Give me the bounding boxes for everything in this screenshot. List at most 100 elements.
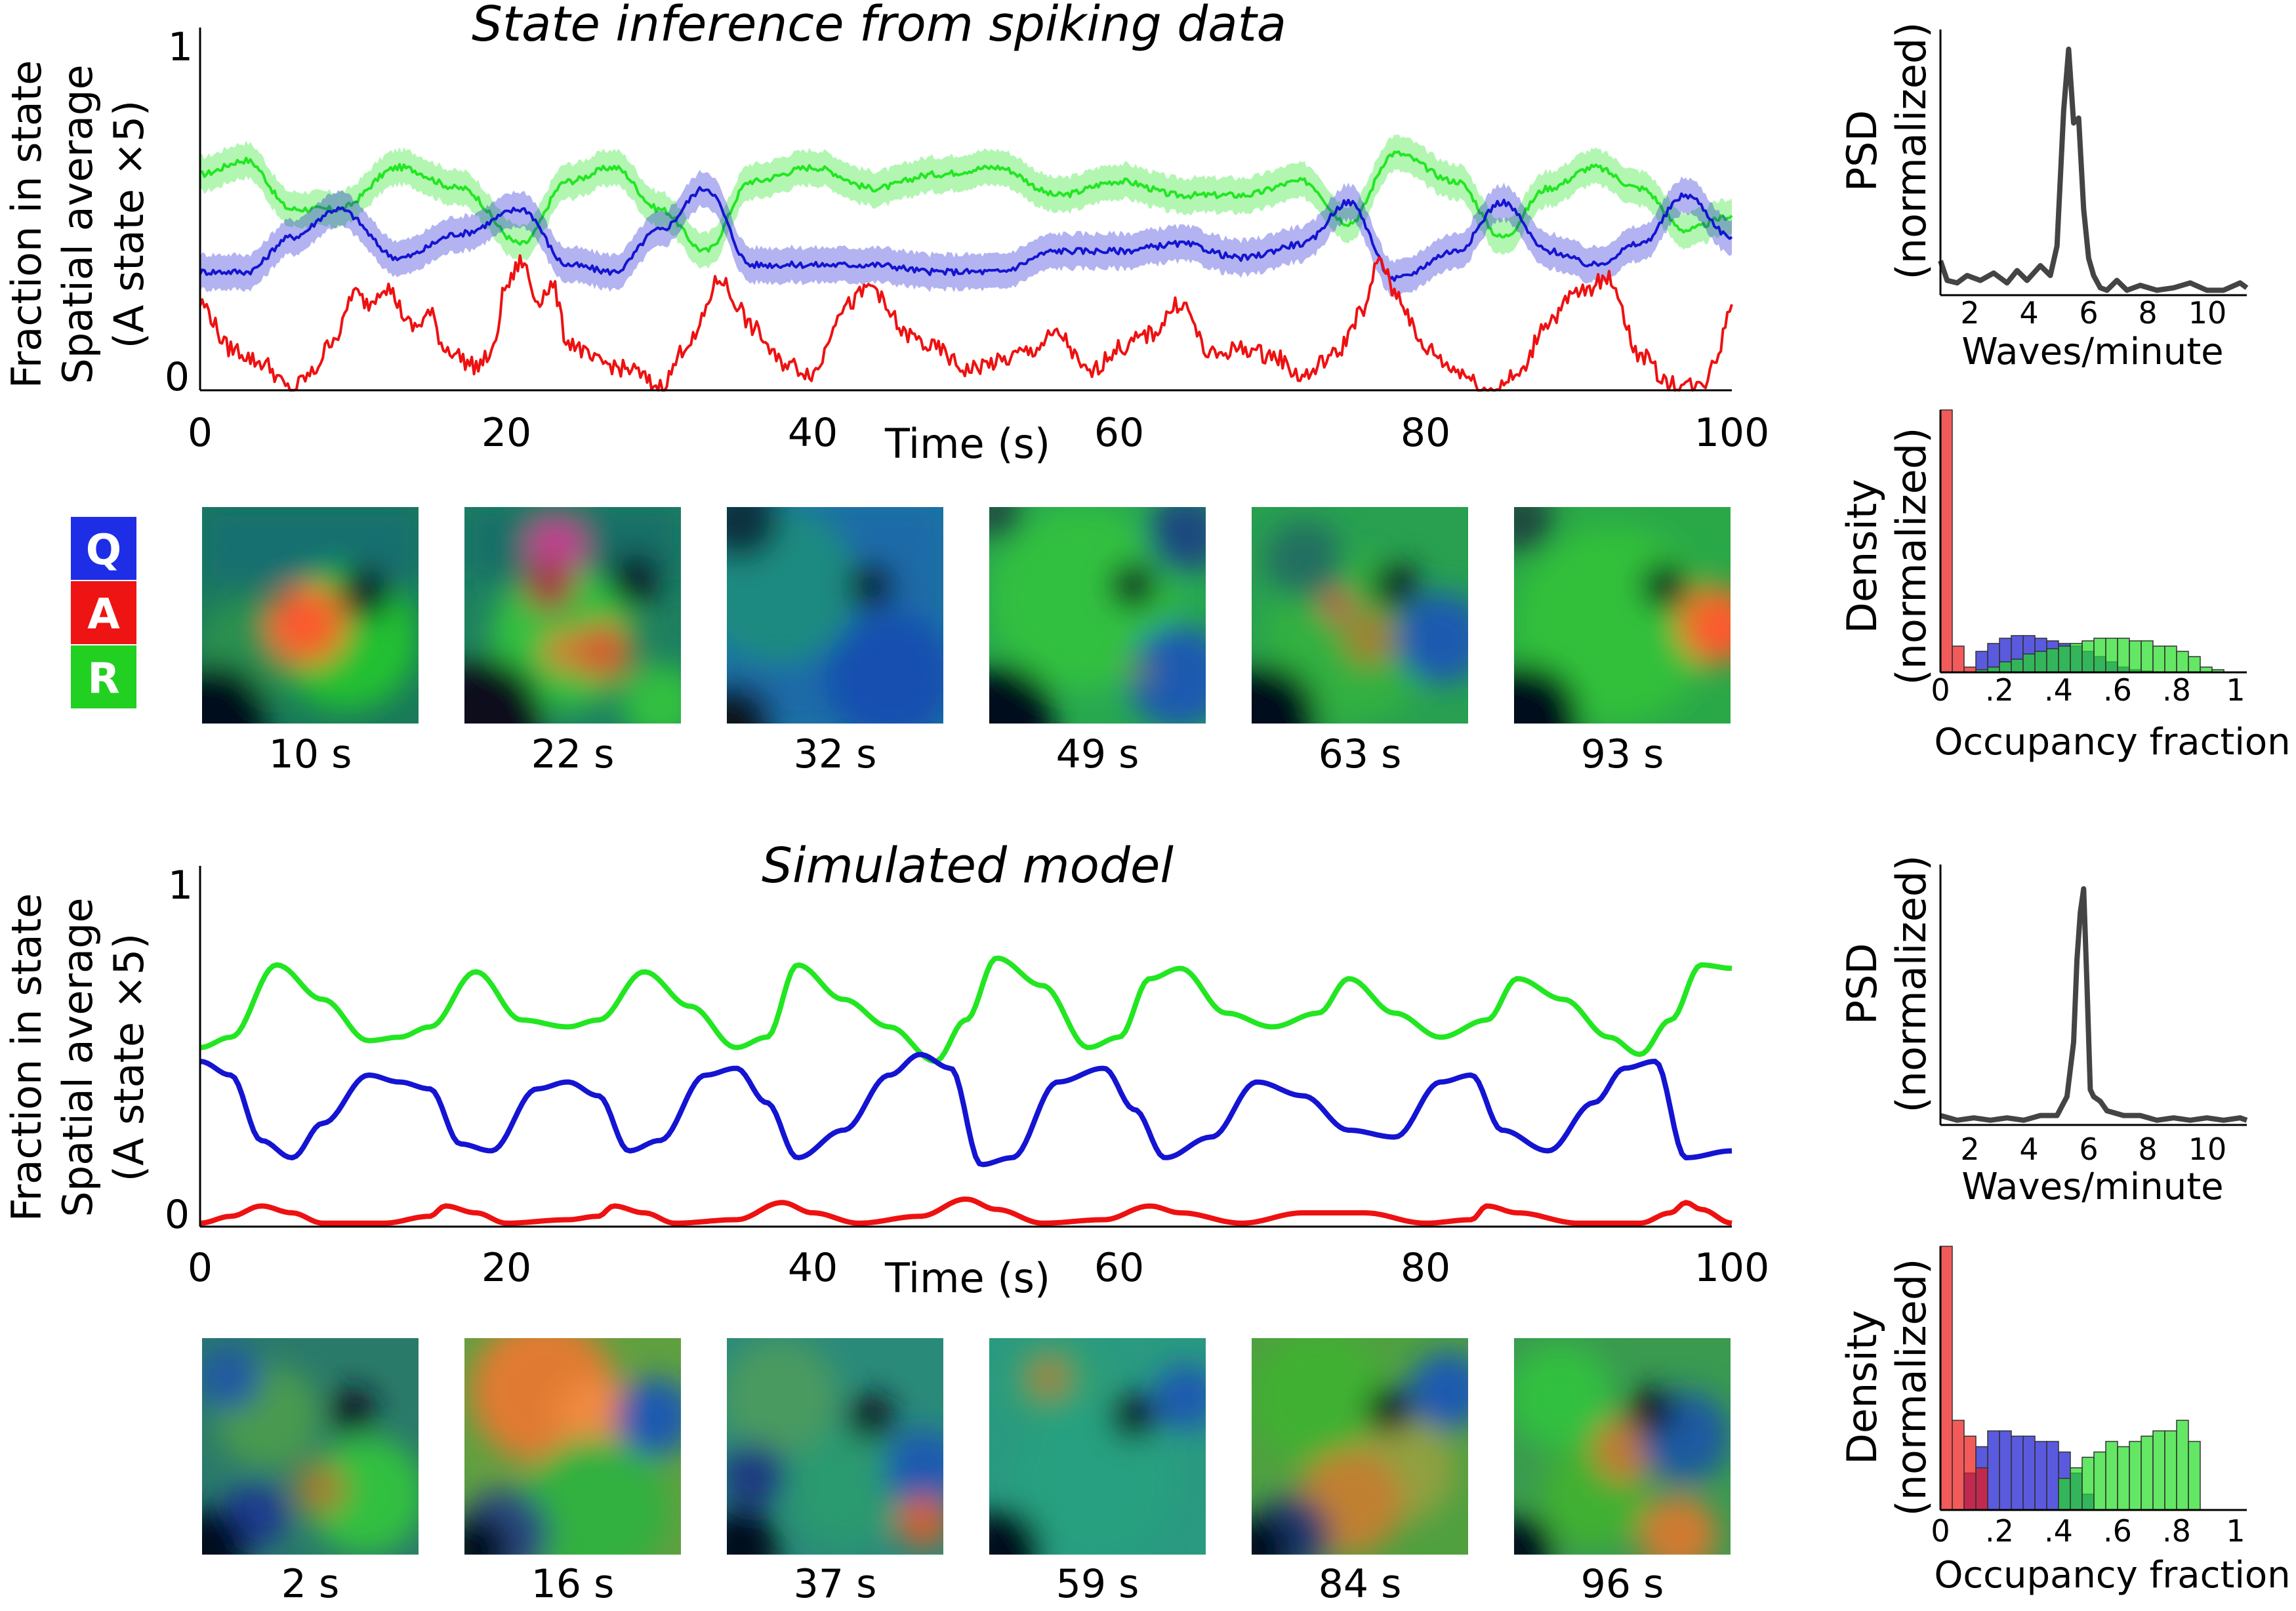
bottom-occ-xlabel: Occupancy fraction <box>1934 1554 2290 1597</box>
snapshot-caption: 93 s <box>1581 731 1664 777</box>
top-occ-ylabel-2: (normalized) <box>1887 428 1935 685</box>
bottom-xtick: 0 <box>188 1245 213 1291</box>
bottom-xtick: 40 <box>788 1245 838 1291</box>
histogram-bar-r <box>2034 651 2047 673</box>
snapshot-image <box>1514 507 1731 724</box>
bottom-ytick-1: 1 <box>168 863 193 908</box>
histogram-bar-q <box>1987 1430 2000 1511</box>
bottom-xticks: 0 20 40 60 80 100 <box>188 1245 1769 1291</box>
histogram-bar-r <box>2164 1430 2177 1511</box>
snapshot-image <box>202 507 419 724</box>
top-occ-xticks: 0 .2 .4 .6 .8 1 <box>1931 672 2245 708</box>
legend-swatch-q <box>71 517 136 580</box>
snapshot-image <box>464 1338 681 1555</box>
legend-swatch-a <box>71 581 136 644</box>
histogram-bar-r <box>2176 1419 2189 1511</box>
psd-xtick: 6 <box>2079 1132 2098 1167</box>
histogram-bar-r <box>2070 1467 2083 1511</box>
histogram-bar-q <box>1975 651 1988 673</box>
series-line-r <box>199 955 1732 1064</box>
legend-label-q: Q <box>86 526 121 575</box>
histogram-bar-r <box>2081 1456 2095 1511</box>
histogram-bar-r <box>2117 638 2130 673</box>
bottom-xtick: 80 <box>1401 1245 1450 1291</box>
occ-xtick: 1 <box>2226 672 2245 708</box>
top-psd-xlabel: Waves/minute <box>1961 331 2223 373</box>
histogram-bar-r <box>2093 1451 2106 1511</box>
psd-xtick: 4 <box>2019 1132 2038 1167</box>
histogram-bar-r <box>2117 1446 2130 1511</box>
top-xlabel: Time (s) <box>884 420 1050 468</box>
psd-xtick: 10 <box>2188 295 2227 331</box>
snapshot-caption: 16 s <box>531 1561 615 1607</box>
histogram-bar-r <box>2105 1440 2118 1511</box>
histogram-bar-q <box>2022 1435 2036 1511</box>
histogram-bar-r <box>2188 1440 2201 1511</box>
series-line-q <box>199 1051 1732 1168</box>
top-xtick: 100 <box>1694 410 1770 456</box>
histogram-bar-r <box>2129 1440 2142 1511</box>
snapshot-caption: 84 s <box>1319 1561 1402 1607</box>
occ-xtick: 0 <box>1931 672 1950 708</box>
top-ytick-1: 1 <box>168 24 193 70</box>
top-xtick: 0 <box>188 410 213 456</box>
occ-xtick: 1 <box>2226 1513 2245 1549</box>
top-timeseries-plot <box>199 134 1733 392</box>
bottom-ylabels: Fraction in state Spatial average (A sta… <box>3 893 153 1221</box>
bottom-psd-xlabel: Waves/minute <box>1961 1166 2223 1208</box>
top-occ-xlabel: Occupancy fraction <box>1934 721 2290 764</box>
histogram-bar-a <box>1940 1246 1953 1511</box>
histogram-bar-r <box>2011 659 2024 673</box>
snapshot-image <box>1252 1338 1468 1555</box>
bottom-ylabel-3: (A state ×5) <box>105 933 153 1182</box>
top-ytick-0: 0 <box>165 354 190 400</box>
legend-swatch-r <box>71 645 136 708</box>
histogram-bar-r <box>2081 640 2095 673</box>
occ-xtick: .8 <box>2162 1513 2191 1549</box>
histogram-bar-r <box>2141 640 2154 673</box>
bottom-occupancy-histogram <box>1940 1246 2201 1511</box>
legend-label-a: A <box>87 590 120 639</box>
bottom-ylabel-1: Fraction in state <box>3 893 51 1221</box>
bottom-xlabel: Time (s) <box>884 1254 1050 1302</box>
series-line-r <box>199 150 1733 253</box>
psd-xtick: 8 <box>2138 295 2157 331</box>
series-line-q <box>199 186 1733 282</box>
occ-xtick: .2 <box>1985 1513 2014 1549</box>
snapshot-image <box>989 507 1206 724</box>
top-xtick: 40 <box>788 410 838 456</box>
snapshot-caption: 63 s <box>1319 731 1402 777</box>
top-psd-ylabel-1: PSD <box>1838 110 1886 192</box>
snapshot-caption: 22 s <box>531 731 615 777</box>
occ-xtick: .6 <box>2103 1513 2132 1549</box>
series-line-a <box>199 1196 1732 1226</box>
bottom-occ-ylabel-2: (normalized) <box>1887 1259 1935 1517</box>
histogram-bar-q <box>2046 1440 2059 1511</box>
histogram-bar-r <box>2152 1430 2165 1511</box>
psd-xtick: 2 <box>1960 1132 1979 1167</box>
psd-xtick: 8 <box>2138 1132 2157 1167</box>
top-snapshots <box>202 507 1731 724</box>
histogram-bar-r <box>2129 640 2142 673</box>
histogram-bar-q <box>2011 1435 2024 1511</box>
histogram-bar-r <box>2093 638 2106 673</box>
top-occupancy-histogram <box>1940 409 2224 673</box>
histogram-bar-r <box>2022 653 2036 673</box>
snapshot-image <box>727 1338 943 1555</box>
histogram-bar-a <box>1952 645 1965 673</box>
bottom-ytick-0: 0 <box>165 1192 190 1238</box>
top-psd-ylabel-2: (normalized) <box>1887 22 1935 280</box>
snapshot-image <box>202 1338 419 1555</box>
histogram-bar-r <box>2105 638 2118 673</box>
histogram-bar-q <box>2034 1440 2047 1511</box>
bottom-ylabel-2: Spatial average <box>54 898 102 1217</box>
top-occ-ylabel-1: Density <box>1838 479 1886 634</box>
snapshot-caption: 32 s <box>794 731 877 777</box>
top-ylabels: Fraction in state Spatial average (A sta… <box>3 60 153 388</box>
bottom-xtick: 60 <box>1094 1245 1144 1291</box>
psd-line <box>1939 886 2248 1123</box>
top-xtick: 80 <box>1401 410 1450 456</box>
top-ylabel-3: (A state ×5) <box>105 100 153 349</box>
histogram-bar-a <box>1952 1419 1965 1511</box>
